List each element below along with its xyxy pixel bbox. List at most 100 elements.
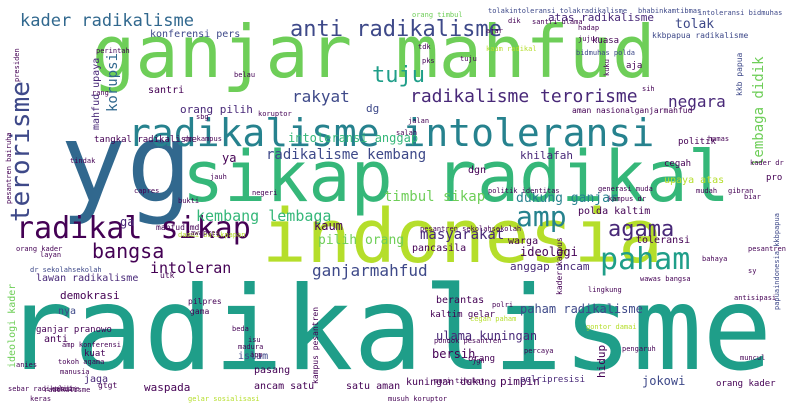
word: damai balikpapan — [178, 231, 246, 239]
word: tuju — [372, 63, 425, 88]
word: berantas — [436, 295, 485, 306]
word: presiden — [13, 48, 21, 82]
word: kuku — [603, 59, 611, 76]
word: radikalisme intoleransi — [128, 111, 655, 155]
word: bukti — [178, 197, 200, 205]
word: sikap radikal — [182, 136, 730, 218]
word: gtgt — [98, 381, 118, 390]
word: antisipasi — [734, 294, 777, 302]
word: politik — [678, 137, 716, 147]
word: sebar radikalisme — [8, 385, 80, 393]
word: pimpin — [500, 375, 540, 388]
word: bahaya — [702, 255, 728, 263]
word: amp konferensi — [62, 341, 122, 349]
word: perintah — [96, 47, 130, 55]
word: sbg — [196, 113, 209, 121]
word: santri ulama — [532, 18, 583, 26]
word: sy — [748, 267, 757, 275]
word: sih — [642, 85, 655, 93]
word: anggap ancam — [510, 260, 590, 273]
word: tdk — [418, 43, 431, 51]
word: negara — [668, 92, 726, 111]
word: jaga — [84, 374, 109, 385]
word: tolak — [675, 17, 715, 32]
word: polda kaltim — [578, 206, 651, 217]
word: radikal sikap — [16, 211, 251, 246]
word: cegah — [664, 159, 692, 169]
word: layan — [40, 251, 62, 259]
word: pondok pesantren — [434, 337, 502, 345]
word: biar — [744, 193, 761, 201]
word: gibran — [728, 187, 754, 195]
word: kader kampus — [555, 237, 564, 295]
word: intoleransi anggap — [288, 131, 419, 145]
word: rang — [92, 89, 109, 97]
word: pilih orang — [318, 233, 405, 248]
word: toleransi — [636, 235, 691, 246]
word: bhabinkamtibmas — [638, 7, 702, 15]
word: kampus dr — [608, 195, 646, 203]
word: polripresisi — [520, 375, 586, 385]
word: orang — [468, 354, 496, 364]
word: dgn — [468, 165, 487, 176]
word: radikalisme kembang — [266, 147, 427, 163]
word: anti radikalisme — [290, 17, 502, 42]
word: pesantren dr — [748, 245, 790, 253]
word: kader radikalisme — [20, 11, 194, 31]
word: khilafah — [520, 149, 573, 162]
word: pancasila — [412, 243, 467, 254]
word: tangkal radikalisme — [94, 135, 197, 145]
word: muncul — [740, 354, 766, 362]
word: orang kader — [716, 379, 776, 389]
word: pesantren bairuha — [5, 132, 13, 204]
word: paham radikalisme — [520, 302, 643, 316]
word: percaya — [524, 347, 554, 355]
word: bersih — [432, 347, 476, 361]
word: waspada — [144, 381, 191, 394]
word: intoleran — [150, 259, 232, 277]
word: mari tingkat — [434, 377, 485, 385]
word: atas radikalisme — [548, 11, 654, 24]
word: kaum — [314, 219, 343, 233]
word: ancam satu — [254, 381, 315, 392]
word: islam — [238, 351, 269, 362]
word: intoleransi bidmuhas — [698, 9, 783, 17]
word: salah — [396, 129, 418, 137]
word: orang timbul — [412, 11, 463, 19]
word: musuh koruptor — [388, 395, 448, 403]
word: pengaruh — [622, 345, 656, 353]
word: utk — [160, 271, 175, 280]
word: gama — [190, 307, 210, 316]
word: gontor damai — [586, 323, 637, 331]
word: aja — [626, 61, 643, 71]
word: pks — [422, 57, 435, 65]
word: orang pilih — [180, 103, 253, 116]
word: orang kader — [16, 245, 63, 253]
word: dg — [366, 102, 380, 115]
word: pilpres — [188, 297, 222, 306]
word: cegah paham — [470, 315, 517, 323]
word: anies — [16, 361, 38, 369]
word: yg — [60, 99, 193, 227]
word: ajar — [486, 27, 503, 35]
word: amp — [516, 200, 567, 233]
word: radikalisme — [4, 262, 773, 397]
word: lawan radikalisme — [36, 273, 139, 284]
word: hadap — [578, 24, 600, 32]
word: tokoh agama — [58, 358, 105, 366]
word: satu aman — [346, 381, 401, 392]
word: koruptor — [258, 110, 292, 118]
word: jalan — [408, 117, 430, 125]
word: aman nasionalganjarmahfud — [572, 106, 693, 115]
word: bangsa — [92, 239, 165, 263]
word: belau — [234, 71, 256, 79]
word: tolakintoleransi tolakradikalisme — [488, 7, 628, 15]
word: pesantren sekolahsekolah — [420, 225, 522, 233]
word: gelar sosialisasi — [188, 395, 260, 403]
word: indonesia — [262, 194, 663, 280]
word: ganjarmahfud — [312, 261, 428, 280]
word: jauh — [210, 173, 227, 181]
word: mudah — [696, 187, 718, 195]
word: kkb papua — [735, 52, 744, 96]
